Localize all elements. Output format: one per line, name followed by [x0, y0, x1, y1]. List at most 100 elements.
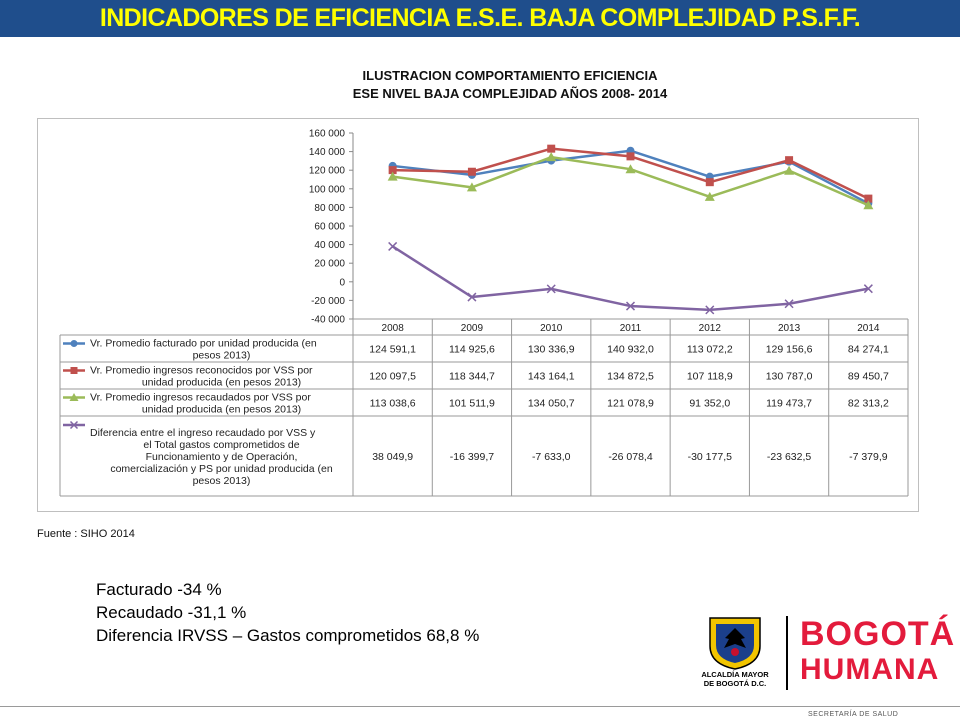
- data-point: [784, 165, 795, 175]
- x-category-label: 2013: [778, 323, 801, 334]
- data-point: [625, 301, 636, 311]
- data-value-label: 134 050,7: [528, 398, 575, 410]
- series-name-label: el Total gastos comprometidos de: [143, 439, 299, 451]
- data-value-label: 84 274,1: [848, 344, 889, 356]
- brand-line-1: BOGOTÁ: [800, 615, 956, 653]
- data-value-label: 91 352,0: [689, 398, 730, 410]
- data-point: [547, 144, 556, 153]
- series-name-label: Vr. Promedio ingresos recaudados por VSS…: [90, 392, 311, 404]
- series-name-label: unidad producida (en pesos 2013): [142, 404, 301, 416]
- y-tick-label: 160 000: [309, 129, 346, 140]
- y-tick-label: 140 000: [309, 147, 346, 158]
- data-value-label: 129 156,6: [766, 344, 813, 356]
- data-value-label: 120 097,5: [369, 371, 416, 383]
- series-name-label: pesos 2013): [193, 350, 251, 362]
- data-value-label: 107 118,9: [687, 371, 733, 383]
- data-value-label: 119 473,7: [766, 398, 812, 410]
- data-value-label: 140 932,0: [607, 344, 654, 356]
- x-category-label: 2011: [620, 323, 642, 334]
- data-value-label: -7 379,9: [849, 451, 888, 463]
- y-tick-label: 60 000: [314, 222, 345, 233]
- data-point: [388, 241, 398, 251]
- data-value-label: 130 336,9: [528, 344, 575, 356]
- y-tick-label: 40 000: [314, 240, 345, 251]
- data-point: [626, 152, 635, 161]
- data-value-label: -16 399,7: [450, 451, 495, 463]
- data-point: [625, 164, 636, 174]
- data-value-label: 118 344,7: [449, 371, 495, 383]
- summary-facturado: Facturado -34 %: [96, 580, 222, 599]
- brand-line-2: HUMANA: [800, 653, 940, 686]
- data-value-label: 101 511,9: [449, 398, 495, 410]
- chart-title: ILUSTRACION COMPORTAMIENTO EFICIENCIA: [362, 68, 658, 83]
- data-point: [704, 191, 715, 201]
- legend-key-marker: [70, 367, 78, 374]
- data-point: [864, 194, 873, 203]
- legend-key-marker: [70, 340, 78, 347]
- y-tick-label: 20 000: [314, 259, 345, 270]
- series-name-label: Diferencia entre el ingreso recaudado po…: [90, 427, 316, 439]
- data-point: [863, 284, 873, 294]
- source-note: Fuente : SIHO 2014: [37, 528, 135, 540]
- series-name-label: Vr. Promedio ingresos reconocidos por VS…: [90, 365, 313, 377]
- footer-text: SECRETARÍA DE SALUD: [808, 711, 899, 718]
- data-value-label: 82 313,2: [848, 398, 889, 410]
- data-point: [784, 299, 794, 309]
- data-value-label: -7 633,0: [532, 451, 571, 463]
- series-line-4: [391, 245, 869, 312]
- data-point: [388, 166, 397, 175]
- data-value-label: 124 591,1: [369, 344, 416, 356]
- data-point: [546, 152, 557, 162]
- chart-subtitle: ESE NIVEL BAJA COMPLEJIDAD AÑOS 2008- 20…: [352, 86, 668, 101]
- series-name-label: comercialización y PS por unidad produci…: [110, 463, 333, 475]
- data-value-label: 114 925,6: [449, 344, 495, 356]
- data-value-label: 134 872,5: [607, 371, 654, 383]
- y-tick-label: 0: [339, 277, 345, 288]
- x-category-label: 2008: [382, 323, 405, 334]
- data-value-label: -30 177,5: [688, 451, 733, 463]
- data-value-label: 89 450,7: [848, 371, 889, 383]
- series-name-label: unidad producida (en pesos 2013): [142, 377, 301, 389]
- data-value-label: -23 632,5: [767, 451, 812, 463]
- data-point: [705, 305, 715, 315]
- y-tick-label: 120 000: [309, 166, 346, 177]
- data-point: [467, 167, 476, 176]
- data-value-label: 113 072,2: [687, 344, 733, 356]
- logo-area: ALCALDÍA MAYOR DE BOGOTÁ D.C. BOGOTÁ HUM…: [690, 612, 954, 692]
- data-point: [387, 171, 398, 181]
- y-tick-label: 80 000: [314, 203, 345, 214]
- data-point: [466, 182, 477, 192]
- x-category-label: 2009: [461, 323, 484, 334]
- bottom-rule: [0, 706, 960, 707]
- y-tick-label: -40 000: [311, 315, 345, 326]
- data-value-label: -26 078,4: [608, 451, 653, 463]
- chart-frame: -40 000 -20 000 0 20 000 40 000 60 000 80 000 1…: [37, 118, 919, 512]
- crest-caption: ALCALDÍA MAYOR DE BOGOTÁ D.C.: [701, 670, 769, 688]
- data-point: [705, 178, 714, 187]
- data-point: [863, 200, 874, 210]
- series-name-label: Vr. Promedio facturado por unidad produc…: [90, 338, 317, 350]
- series-name-label: Funcionamiento y de Operación,: [146, 451, 298, 463]
- summary-diferencia: Diferencia IRVSS – Gastos comprometidos …: [96, 626, 480, 645]
- x-category-label: 2010: [540, 323, 563, 334]
- y-tick-label: -20 000: [311, 296, 345, 307]
- data-point: [546, 284, 556, 294]
- logo-divider: [786, 616, 788, 690]
- page-title: INDICADORES DE EFICIENCIA E.S.E. BAJA CO…: [99, 4, 861, 32]
- data-point: [467, 292, 477, 302]
- line-chart-with-data-table: -40 000 -20 000 0 20 000 40 000 60 000 80 000 1…: [59, 129, 909, 497]
- series-name-label: pesos 2013): [193, 475, 251, 487]
- data-value-label: 121 078,9: [607, 398, 654, 410]
- data-value-label: 143 164,1: [528, 371, 575, 383]
- legend-key-marker: [69, 393, 79, 401]
- data-value-label: 113 038,6: [370, 398, 416, 410]
- data-value-label: 130 787,0: [766, 371, 813, 383]
- y-tick-label: 100 000: [309, 184, 346, 195]
- legend-key-marker: [69, 420, 79, 430]
- x-category-label: 2014: [857, 323, 880, 334]
- x-category-label: 2012: [699, 323, 722, 334]
- city-crest-icon: [709, 617, 761, 670]
- header-bar: [0, 0, 960, 37]
- summary-recaudado: Recaudado -31,1 %: [96, 603, 247, 622]
- data-value-label: 38 049,9: [372, 451, 413, 463]
